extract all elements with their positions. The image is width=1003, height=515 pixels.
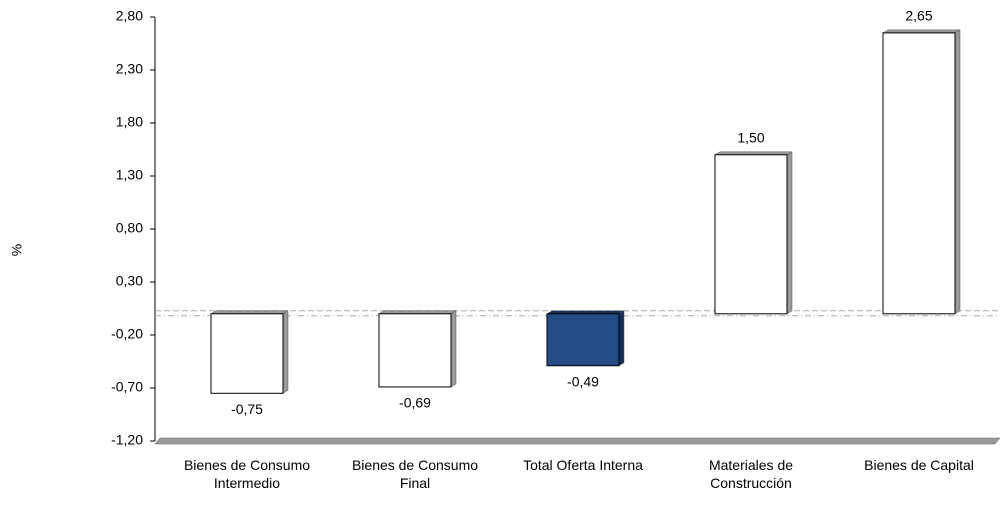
y-tick-label: -1,20 xyxy=(111,432,143,448)
value-label: -0,49 xyxy=(567,373,599,389)
bar-side xyxy=(618,310,625,367)
y-tick-label: 0,80 xyxy=(116,220,143,236)
x-tick-label: Bienes de Consumo Final xyxy=(351,457,479,491)
y-tick-label: 0,30 xyxy=(116,273,143,289)
y-tick-label: -0,20 xyxy=(111,326,143,342)
y-tick-label: -0,70 xyxy=(111,379,143,395)
bar xyxy=(378,313,452,388)
y-tick-label: 2,30 xyxy=(116,61,143,77)
value-label: 2,65 xyxy=(905,8,932,24)
bar-side xyxy=(954,29,961,315)
bar xyxy=(714,154,788,315)
bar xyxy=(210,313,284,394)
floor xyxy=(154,437,1001,445)
x-tick-label: Bienes de Capital xyxy=(864,457,974,473)
value-label: -0,75 xyxy=(231,401,263,417)
y-axis-label: % xyxy=(9,244,25,256)
bar xyxy=(882,32,956,315)
bar-side xyxy=(786,151,793,315)
value-label: -0,69 xyxy=(399,395,431,411)
value-label: 1,50 xyxy=(737,130,764,146)
bar xyxy=(546,313,620,367)
x-tick-label: Bienes de Consumo Intermedio xyxy=(183,457,311,491)
x-tick-label: Materiales de Construcción xyxy=(708,457,794,491)
bar-side xyxy=(282,310,289,394)
x-tick-label: Total Oferta Interna xyxy=(523,457,643,473)
bar-side xyxy=(450,310,457,388)
y-tick-label: 1,30 xyxy=(116,167,143,183)
y-tick-label: 1,80 xyxy=(116,114,143,130)
y-tick-label: 2,80 xyxy=(116,8,143,24)
